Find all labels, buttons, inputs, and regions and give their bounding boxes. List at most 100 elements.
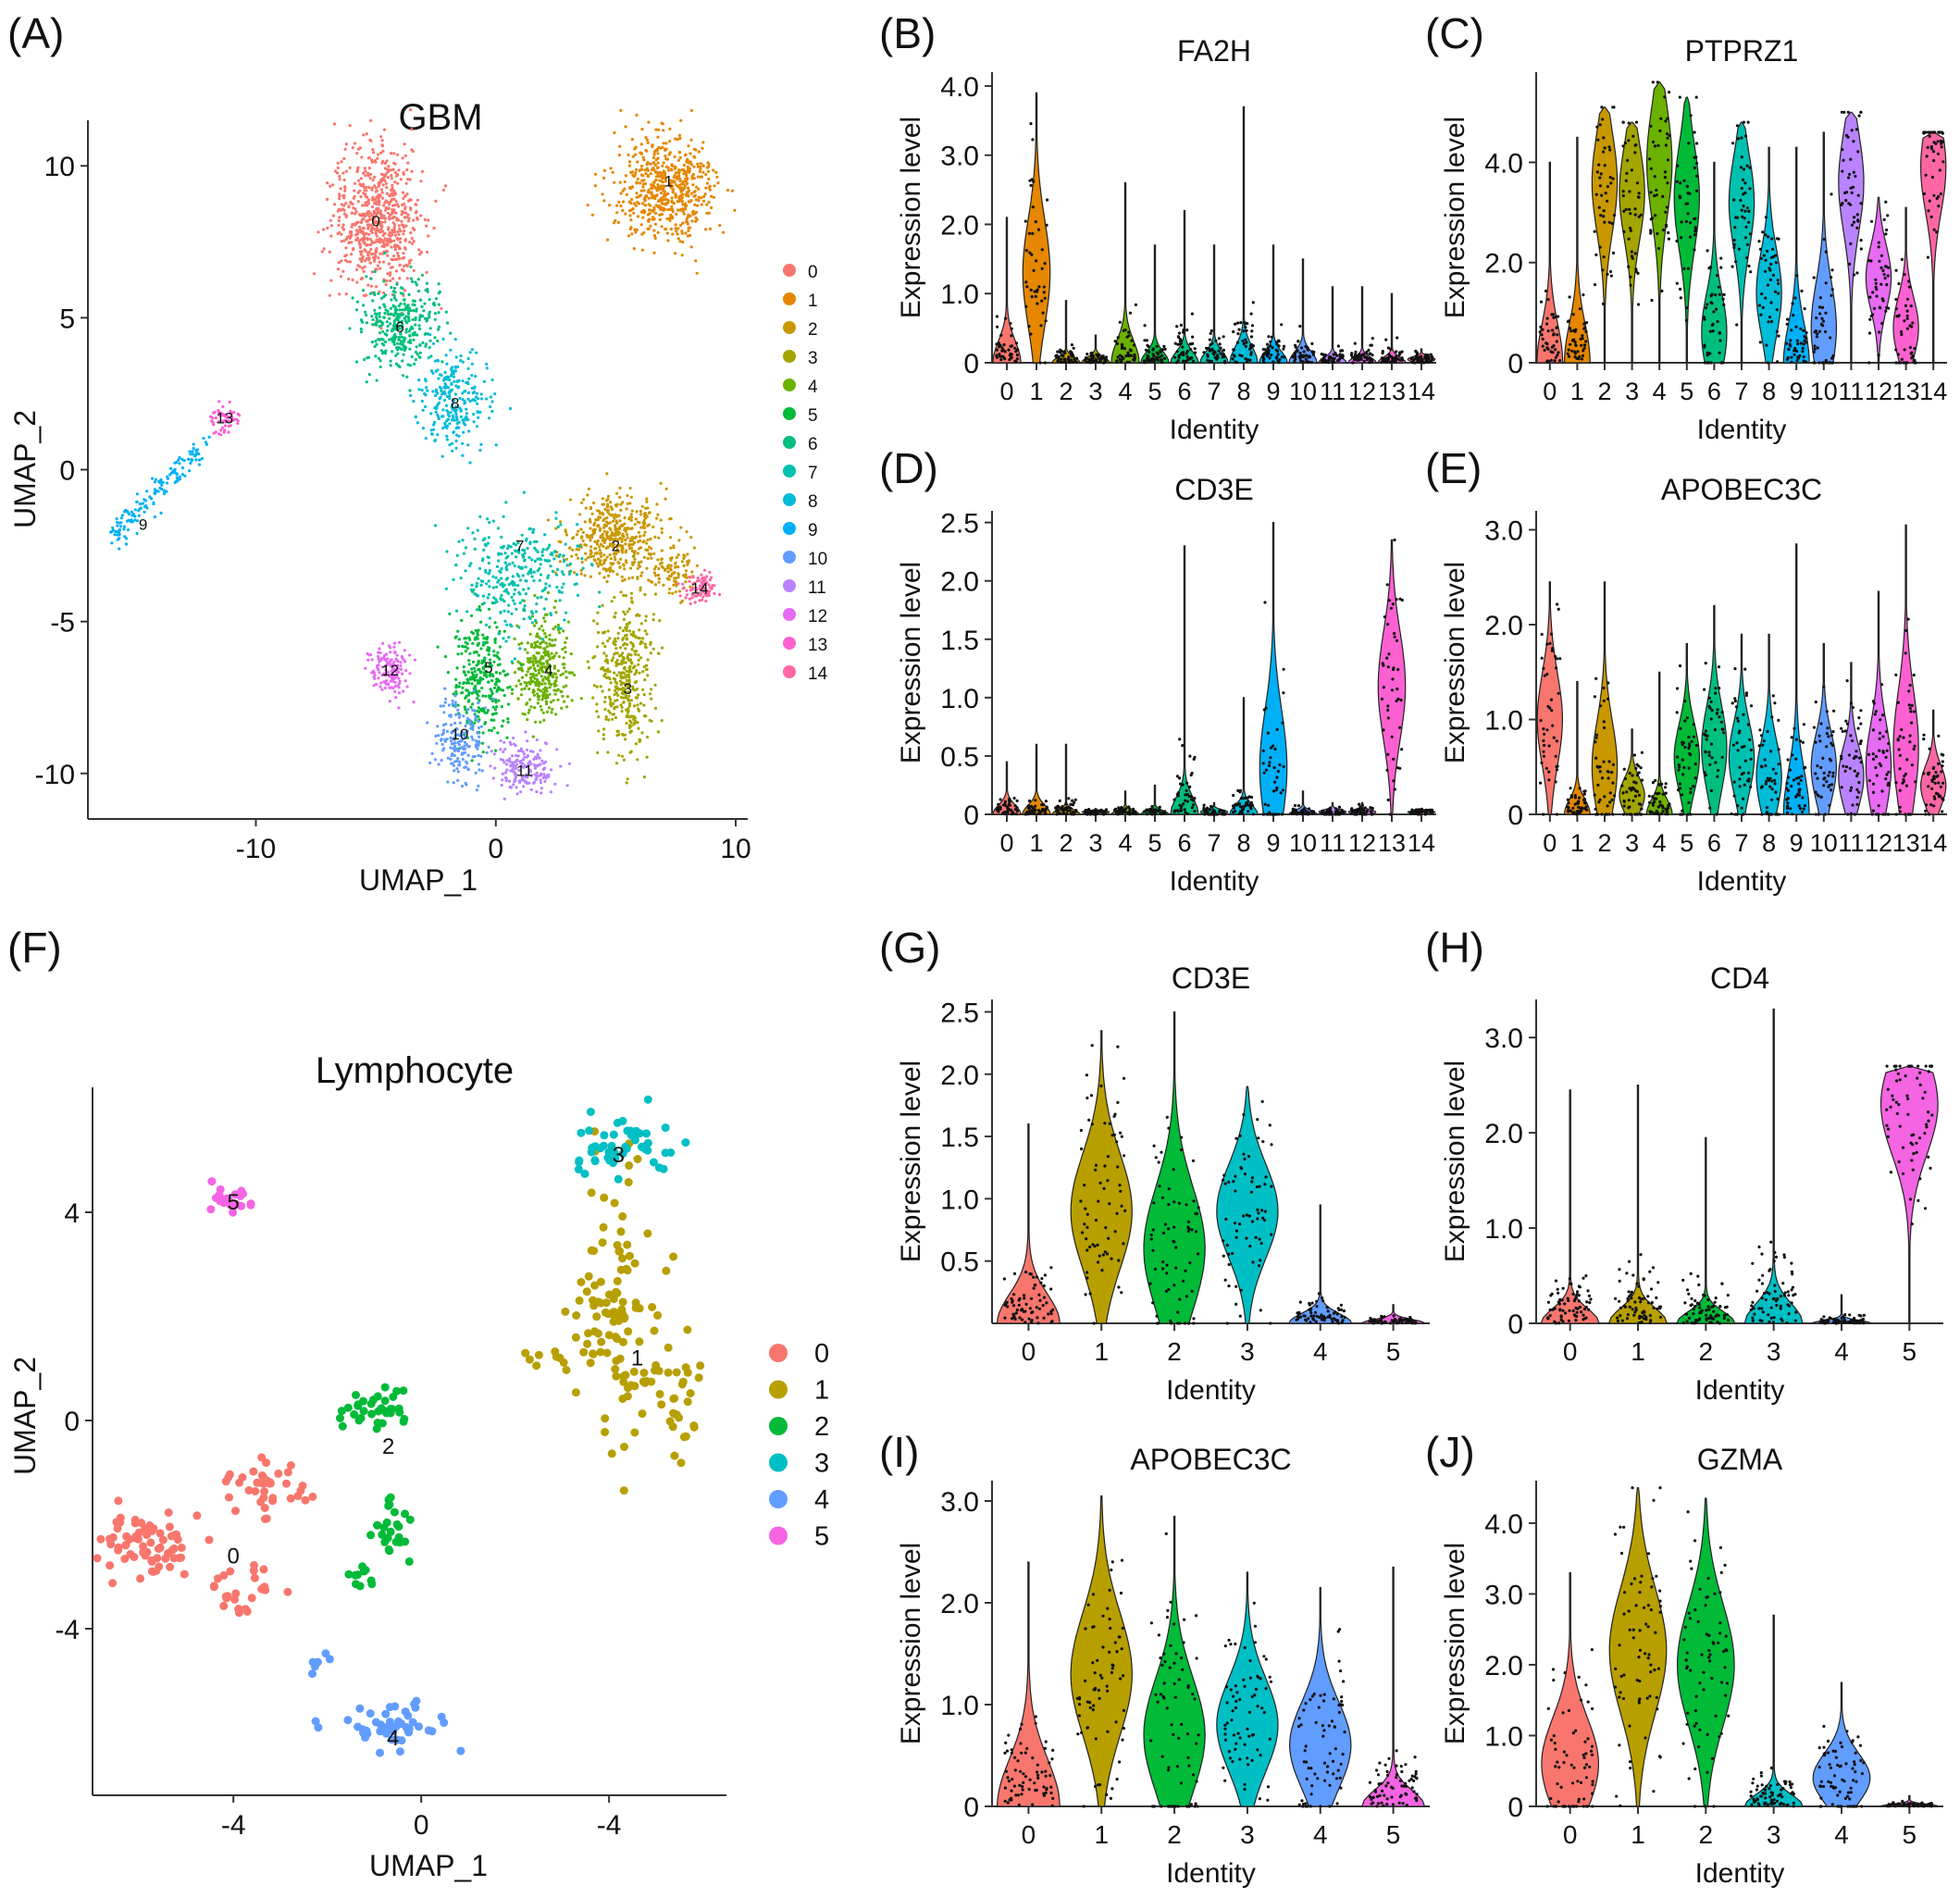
jitter-point <box>1708 706 1712 710</box>
jitter-point <box>1585 1300 1589 1304</box>
jitter-point <box>1118 1635 1122 1639</box>
jitter-point <box>1393 635 1396 639</box>
jitter-point <box>1297 1803 1301 1806</box>
jitter-point <box>1757 240 1761 243</box>
x-axis-label: Identity <box>1695 1858 1785 1889</box>
jitter-point <box>1769 319 1774 324</box>
jitter-point <box>1840 726 1843 730</box>
jitter-point <box>1566 805 1569 809</box>
jitter-point <box>1906 617 1910 621</box>
jitter-point <box>1719 1570 1723 1574</box>
jitter-point <box>1214 339 1218 342</box>
jitter-point <box>1759 1774 1763 1778</box>
jitter-point <box>1893 1804 1897 1807</box>
jitter-point <box>1280 323 1284 327</box>
jitter-point <box>1694 1721 1698 1725</box>
jitter-point <box>1320 1313 1323 1317</box>
jitter-point <box>1175 1321 1180 1325</box>
jitter-point <box>1231 1760 1234 1764</box>
jitter-point <box>1632 753 1636 757</box>
jitter-point <box>1561 1286 1565 1290</box>
jitter-point <box>1786 1303 1790 1307</box>
jitter-point <box>1217 349 1221 353</box>
jitter-point <box>1648 800 1652 804</box>
jitter-point <box>1683 719 1687 723</box>
jitter-point <box>1307 1317 1310 1321</box>
jitter-point <box>1234 1684 1237 1688</box>
jitter-point <box>1845 722 1850 726</box>
jitter-point <box>1825 745 1829 749</box>
jitter-point <box>1417 808 1420 812</box>
jitter-point <box>1841 169 1844 173</box>
jitter-point <box>1635 813 1639 816</box>
jitter-point <box>1281 788 1285 792</box>
jitter-point <box>1599 704 1603 708</box>
jitter-point <box>1705 1318 1708 1322</box>
violin <box>1919 131 1947 364</box>
x-tick-label: 4 <box>1653 829 1667 857</box>
jitter-point <box>1681 740 1684 744</box>
x-tick-label: 1 <box>1029 378 1043 405</box>
jitter-point <box>1365 809 1370 813</box>
jitter-point <box>1824 358 1828 363</box>
jitter-point <box>1764 269 1768 273</box>
y-tick-label: 2.0 <box>1484 611 1523 641</box>
jitter-point <box>1094 1163 1098 1167</box>
jitter-point <box>1941 160 1945 164</box>
jitter-point <box>1385 1797 1389 1801</box>
jitter-point <box>1633 252 1637 255</box>
jitter-point <box>1941 760 1944 763</box>
jitter-point <box>1842 1319 1846 1322</box>
jitter-point <box>1658 1307 1662 1310</box>
jitter-point <box>1147 344 1150 348</box>
jitter-point <box>1871 700 1875 703</box>
jitter-point <box>1758 247 1762 251</box>
jitter-point <box>1735 323 1739 327</box>
jitter-point <box>1661 194 1665 198</box>
jitter-point <box>1234 1189 1237 1193</box>
jitter-point <box>1819 1805 1823 1808</box>
jitter-point <box>1877 804 1880 808</box>
jitter-point <box>1607 145 1611 149</box>
jitter-point <box>1650 298 1654 303</box>
jitter-point <box>1574 343 1578 347</box>
jitter-point <box>1394 1319 1397 1322</box>
jitter-point <box>1679 287 1682 292</box>
jitter-point <box>1703 688 1706 691</box>
jitter-point <box>1908 683 1912 688</box>
jitter-point <box>1608 176 1612 180</box>
jitter-point <box>1928 199 1931 203</box>
y-tick-label: 3.0 <box>1484 1580 1523 1610</box>
jitter-point <box>1272 789 1276 793</box>
jitter-point <box>1383 359 1386 363</box>
jitter-point <box>1695 1301 1699 1305</box>
jitter-point <box>1185 1295 1188 1298</box>
jitter-point <box>1387 1756 1391 1760</box>
jitter-point <box>1690 739 1693 744</box>
jitter-point <box>1580 343 1583 347</box>
jitter-point <box>1917 1803 1920 1807</box>
jitter-point <box>1391 677 1395 681</box>
y-tick-label: 2.0 <box>940 1589 979 1619</box>
jitter-point <box>1269 756 1272 760</box>
jitter-point <box>1228 1756 1233 1760</box>
jitter-point <box>1716 319 1719 324</box>
jitter-point <box>1832 1786 1836 1790</box>
cell-point <box>390 245 393 249</box>
jitter-point <box>1628 1259 1631 1263</box>
jitter-point <box>1089 1094 1094 1098</box>
jitter-point <box>1740 806 1743 810</box>
jitter-point <box>1705 1632 1708 1636</box>
jitter-point <box>1321 1299 1325 1303</box>
jitter-point <box>1389 606 1393 610</box>
jitter-point <box>1905 297 1909 301</box>
jitter-point <box>1881 268 1885 272</box>
jitter-point <box>1902 779 1905 783</box>
x-tick-label: 4 <box>1834 1337 1849 1366</box>
jitter-point <box>1335 1312 1339 1316</box>
jitter-point <box>1849 186 1853 190</box>
jitter-point <box>1160 1150 1163 1154</box>
jitter-point <box>1936 792 1940 796</box>
jitter-point <box>1606 199 1609 203</box>
jitter-point <box>1240 354 1244 358</box>
